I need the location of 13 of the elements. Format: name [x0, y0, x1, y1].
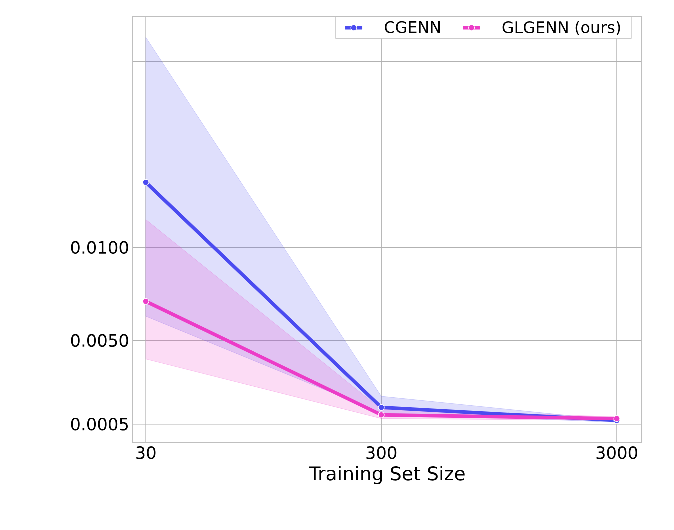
point: [378, 412, 385, 418]
y-tick-label: 0.0005: [71, 418, 128, 431]
x-tick-label: 3000: [596, 446, 638, 460]
x-tick-label: 30: [136, 446, 156, 460]
point: [378, 404, 385, 411]
x-tick-label: 300: [366, 446, 397, 460]
legend-label: CGENN: [385, 21, 440, 34]
point: [142, 298, 150, 305]
y-tick-label: 0.0100: [71, 241, 128, 254]
point: [142, 179, 150, 186]
x-axis-title: Training Set Size: [309, 466, 465, 484]
legend-label: GLGENN (ours): [502, 21, 620, 36]
y-tick-label: 0.0050: [71, 334, 128, 348]
